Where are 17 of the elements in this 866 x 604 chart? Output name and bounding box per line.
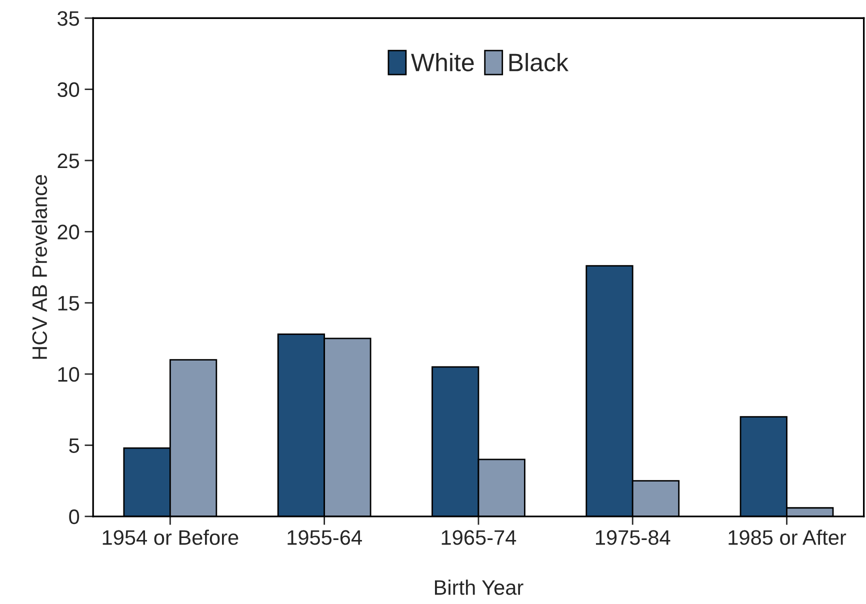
legend-label: White — [411, 52, 474, 72]
y-axis-title: HCV AB Prevelance — [32, 174, 48, 359]
legend-label: Black — [509, 52, 569, 72]
y-tick-label: 0 — [69, 509, 80, 524]
y-tick-label: 5 — [69, 438, 80, 453]
y-tick-label: 10 — [58, 367, 80, 382]
x-tick-label: 1965-74 — [442, 530, 516, 545]
y-tick-label: 30 — [58, 82, 80, 98]
x-tick-label: 1975-84 — [596, 530, 670, 545]
x-tick-label: 1985 or After — [728, 530, 846, 545]
y-tick-label: 25 — [58, 153, 80, 168]
x-axis-title: Birth Year — [434, 580, 524, 595]
y-tick-label: 35 — [58, 11, 80, 26]
y-tick-label: 15 — [58, 296, 80, 311]
x-tick-label: 1954 or Before — [102, 530, 238, 545]
y-tick-label: 20 — [58, 224, 80, 240]
x-tick-label: 1955-64 — [288, 530, 362, 545]
